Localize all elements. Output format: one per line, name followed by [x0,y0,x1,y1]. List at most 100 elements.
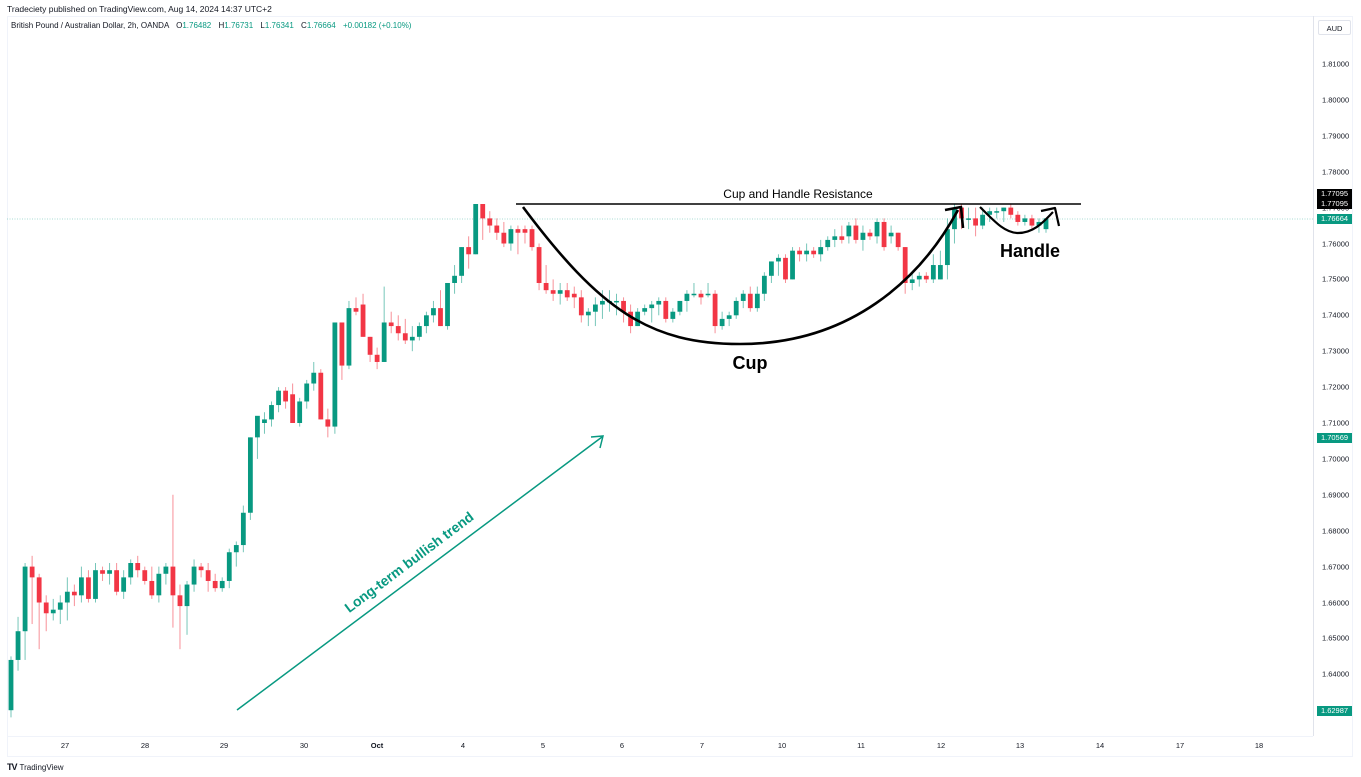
candle [564,290,570,298]
candle [670,311,676,319]
tradingview-logo[interactable]: TV TradingView [7,762,64,772]
time-tick: 11 [857,741,865,750]
candle [409,336,415,341]
candle [1001,207,1007,212]
candles [8,204,1049,718]
candle [473,204,479,255]
candle [987,211,993,215]
candle [318,372,324,420]
candle [29,566,35,578]
candle [874,221,880,237]
open-label: O [176,21,183,30]
trend-line[interactable] [236,436,603,711]
candle [438,308,443,327]
candle [459,247,465,276]
candle [754,293,760,309]
candle [8,659,14,711]
price-label: 1.77095 [1317,199,1352,209]
chart-frame [7,16,1353,757]
cup-label: Cup [733,353,768,373]
time-tick: 29 [219,741,229,750]
candle [825,239,831,248]
candle [269,405,274,420]
time-tick: Oct [370,741,384,750]
publisher-line: Tradeciety published on TradingView.com,… [7,4,272,14]
candle [107,570,112,574]
candle [247,437,253,513]
candle [191,566,197,585]
candle [797,250,802,255]
candle [226,552,232,581]
time-axis[interactable] [7,736,1313,737]
time-tick: 27 [60,741,70,750]
candle [71,591,77,596]
high-value: 1.76731 [224,21,254,30]
candle [945,229,950,266]
tradingview-logo-text: TradingView [19,762,64,772]
candle [128,563,134,578]
candle [240,512,246,546]
candle [114,570,120,592]
candle [79,577,84,596]
price-tick: 1.78000 [1322,167,1350,177]
candle [219,580,225,589]
cup-curve[interactable] [521,206,960,346]
candle [783,257,788,280]
candle [811,250,817,255]
candle [64,591,70,603]
candle [121,577,127,592]
price-label: 1.70569 [1317,433,1352,443]
price-tick: 1.75000 [1322,274,1350,284]
candle [93,570,98,599]
candle [50,609,56,614]
candle [381,322,387,362]
candle [360,304,366,337]
candle [388,322,394,327]
time-tick: 6 [619,741,625,750]
price-tick: 1.79000 [1322,131,1350,141]
candle [804,250,810,255]
candle [860,232,866,240]
cup-arrow-head-icon [944,205,965,229]
price-label: 1.76664 [1317,214,1352,224]
candle [916,275,922,280]
candle [543,282,549,291]
candle [480,204,486,219]
candle [571,293,577,298]
price-axis[interactable] [1313,16,1314,736]
price-tick: 1.74000 [1322,310,1350,320]
candle [22,566,28,632]
candle [902,247,908,283]
candle [747,293,753,309]
candle [705,293,711,296]
candle [15,631,21,660]
candle [283,390,288,402]
handle-label: Handle [1000,241,1060,261]
candle [712,293,718,327]
candle [212,580,218,589]
candle [980,214,986,226]
price-tick: 1.64000 [1322,669,1350,679]
candle [621,300,626,312]
currency-button[interactable]: AUD [1318,20,1351,35]
candle [402,333,408,341]
candle [536,247,542,283]
candle [930,265,936,280]
candle [994,211,1000,213]
candle [663,300,669,319]
candle [297,401,303,423]
candle [1022,218,1028,222]
candle [43,602,49,614]
candle [677,300,683,312]
handle-curve[interactable] [979,206,1054,235]
time-tick: 14 [1095,741,1105,750]
candle [142,570,148,581]
candle [733,300,739,316]
candle [135,563,141,571]
candle [832,236,838,240]
candle [923,275,929,280]
candle [353,308,359,312]
candle [761,275,767,294]
symbol-legend: British Pound / Australian Dollar, 2h, O… [11,21,411,30]
